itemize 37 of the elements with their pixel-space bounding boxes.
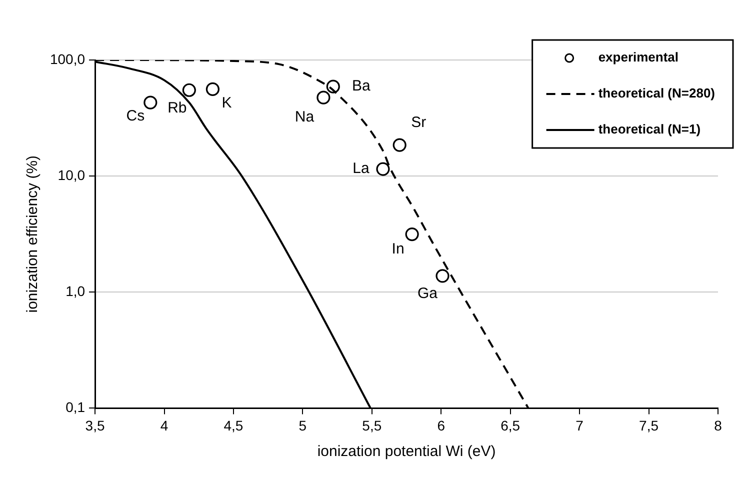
y-tick-label: 0,1 — [66, 399, 86, 416]
point — [144, 96, 158, 110]
point — [326, 80, 340, 94]
y-tick-label: 10,0 — [58, 166, 86, 183]
point — [206, 82, 220, 96]
point — [436, 269, 450, 283]
annotation: Cs — [126, 108, 145, 125]
annotation: La — [352, 160, 370, 178]
legend-label: theoretical (N=280) — [598, 86, 716, 101]
point — [405, 227, 419, 242]
x-axis-title: ionization potential Wi (eV) — [317, 443, 496, 460]
x-tick-label: 3,5 — [85, 417, 105, 434]
x-tick-label: 4,5 — [224, 417, 244, 434]
x-tick-label: 7 — [576, 417, 584, 434]
point — [392, 138, 406, 152]
y-tick-label: 100,0 — [50, 50, 86, 67]
annotation: Sr — [411, 114, 426, 132]
y-tick-label: 1,0 — [66, 282, 86, 299]
y-axis-title: ionization efficiency (%) — [24, 155, 42, 313]
x-tick-label: 6 — [437, 417, 446, 434]
x-tick-label: 5 — [298, 417, 307, 434]
annotation: Na — [294, 108, 315, 126]
point — [376, 162, 390, 176]
x-tick-label: 7,5 — [639, 417, 659, 434]
legend-label: theoretical (N=1) — [598, 122, 701, 137]
x-tick-label: 8 — [714, 417, 722, 434]
annotation: Ba — [352, 78, 371, 95]
annotation: Ga — [418, 285, 438, 302]
point — [316, 90, 330, 104]
x-tick-label: 4 — [160, 417, 168, 434]
legend-label: experimental — [598, 50, 679, 65]
annotation: Rb — [168, 99, 187, 116]
x-tick-label: 6,5 — [500, 417, 520, 434]
x-tick-label: 5,5 — [362, 417, 382, 434]
point — [182, 83, 196, 97]
annotation: In — [392, 240, 404, 258]
annotation: K — [222, 94, 232, 112]
